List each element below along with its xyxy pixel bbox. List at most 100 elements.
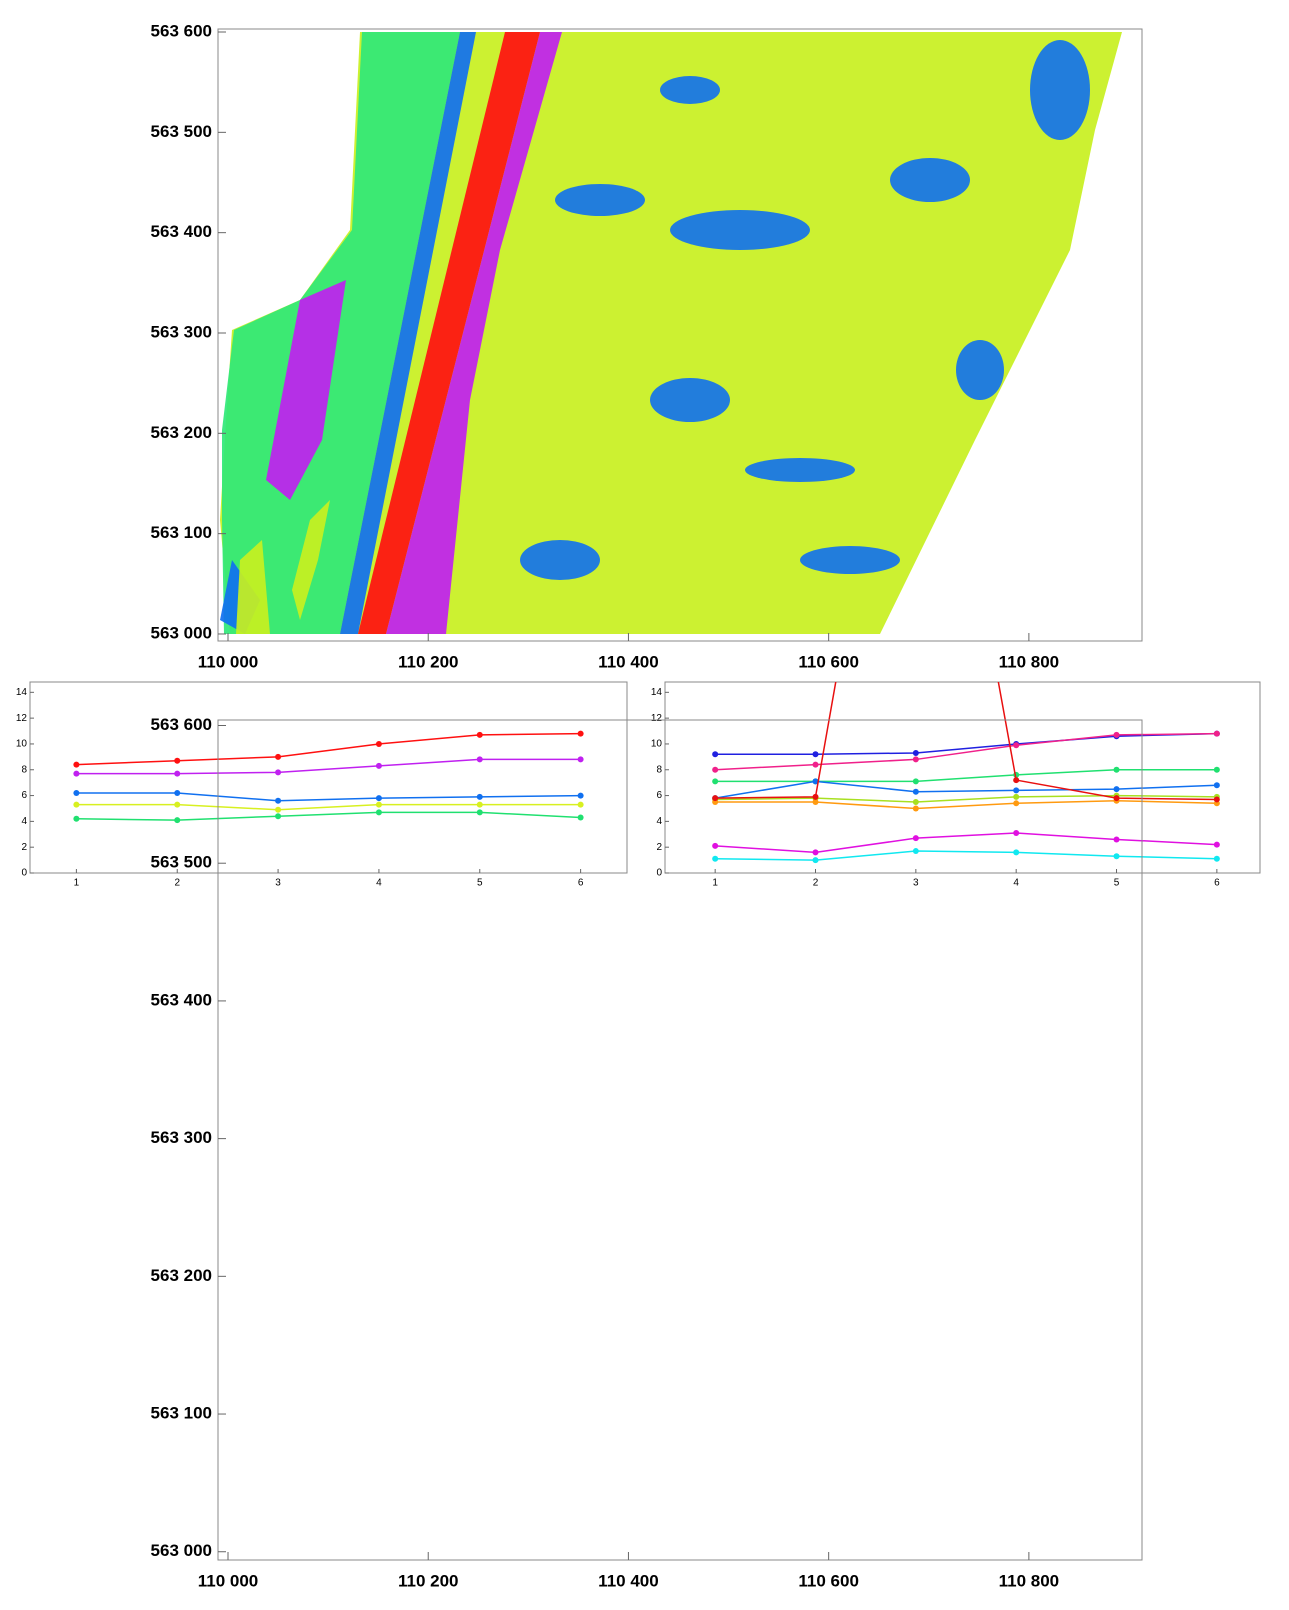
- series-line: [76, 732, 581, 766]
- map-region: [670, 210, 810, 250]
- y-tick-label: 563 000: [151, 1541, 212, 1560]
- data-point: [73, 815, 80, 822]
- x-tick-label: 5: [477, 878, 483, 889]
- data-point: [1013, 777, 1020, 784]
- y-tick-label: 563 100: [151, 1404, 212, 1423]
- y-tick-label: 4: [21, 816, 27, 827]
- y-tick-label: 10: [651, 739, 663, 750]
- series-line: [76, 811, 581, 821]
- series-line: [715, 794, 1217, 803]
- y-tick-label: 2: [21, 842, 27, 853]
- y-tick-label: 563 500: [151, 122, 212, 141]
- y-tick-label: 563 200: [151, 423, 212, 442]
- data-point: [476, 756, 483, 763]
- series-line: [76, 803, 581, 811]
- map-region: [956, 340, 1004, 400]
- map-region: [236, 540, 270, 634]
- map-region: [640, 970, 760, 1025]
- map-region: [890, 158, 970, 202]
- y-tick-label: 10: [16, 739, 28, 750]
- map-region: [300, 725, 412, 1552]
- data-point: [912, 749, 919, 756]
- data-point: [1013, 742, 1020, 749]
- x-tick-label: 110 400: [598, 1571, 659, 1590]
- data-point: [712, 842, 719, 849]
- data-point: [912, 848, 919, 855]
- map-region: [1030, 40, 1090, 140]
- data-point: [1013, 829, 1020, 836]
- data-point: [1113, 731, 1120, 738]
- map-region: [410, 725, 600, 1552]
- data-point: [1113, 795, 1120, 802]
- x-tick-label: 6: [1214, 878, 1220, 889]
- data-point: [1113, 786, 1120, 793]
- map-region: [222, 725, 420, 1552]
- y-tick-label: 563 500: [151, 853, 212, 872]
- data-point: [577, 792, 584, 799]
- y-tick-label: 8: [656, 764, 662, 775]
- map-region: [266, 280, 346, 500]
- map-region: [232, 725, 466, 1552]
- plot-frame: [29, 681, 628, 874]
- data-point: [174, 801, 181, 808]
- y-tick-label: 563 300: [151, 322, 212, 341]
- y-tick-label: 563 600: [151, 715, 212, 734]
- y-tick-label: 563 100: [151, 523, 212, 542]
- x-tick-label: 5: [1114, 878, 1120, 889]
- data-point: [812, 857, 819, 864]
- y-tick-label: 563 300: [151, 1128, 212, 1147]
- plot-frame: [664, 681, 1261, 874]
- map-region: [540, 1395, 640, 1552]
- y-tick-label: 563 400: [151, 222, 212, 241]
- data-point: [577, 814, 584, 821]
- map-image: [220, 725, 1122, 1552]
- y-tick-label: 0: [21, 868, 27, 879]
- x-tick-label: 1: [74, 878, 80, 889]
- data-point: [912, 788, 919, 795]
- data-point: [375, 809, 382, 816]
- data-point: [1213, 841, 1220, 848]
- data-point: [73, 770, 80, 777]
- data-point: [275, 813, 282, 820]
- y-tick-label: 14: [651, 687, 663, 698]
- data-point: [812, 799, 819, 806]
- data-point: [1213, 782, 1220, 789]
- map-region: [358, 725, 530, 1552]
- x-tick-label: 1: [712, 878, 718, 889]
- data-point: [275, 769, 282, 776]
- x-tick-label: 6: [578, 878, 584, 889]
- map-region: [800, 546, 900, 574]
- x-tick-label: 3: [275, 878, 281, 889]
- data-point: [812, 849, 819, 856]
- series-line: [715, 799, 1217, 810]
- x-tick-label: 3: [913, 878, 919, 889]
- data-point: [174, 817, 181, 824]
- data-point: [712, 751, 719, 758]
- data-point: [1013, 787, 1020, 794]
- map-region: [690, 1272, 830, 1354]
- data-point: [275, 806, 282, 813]
- data-point: [73, 801, 80, 808]
- data-point: [1213, 855, 1220, 862]
- y-tick-label: 6: [21, 790, 27, 801]
- map-region: [340, 32, 476, 634]
- data-point: [1213, 766, 1220, 773]
- data-point: [912, 805, 919, 812]
- map-region: [660, 76, 720, 104]
- map-image: [220, 32, 1122, 634]
- data-point: [1113, 853, 1120, 860]
- series-line: [76, 758, 581, 775]
- map-region: [560, 1066, 640, 1176]
- data-point: [73, 789, 80, 796]
- map-region: [350, 1024, 450, 1505]
- data-point: [275, 753, 282, 760]
- map-region: [340, 725, 510, 1552]
- y-tick-label: 2: [656, 842, 662, 853]
- y-tick-label: 14: [16, 687, 28, 698]
- plot-frame: [217, 719, 1143, 1561]
- x-tick-label: 4: [1013, 878, 1019, 889]
- map-region: [386, 32, 562, 634]
- data-point: [375, 740, 382, 747]
- data-point: [1113, 766, 1120, 773]
